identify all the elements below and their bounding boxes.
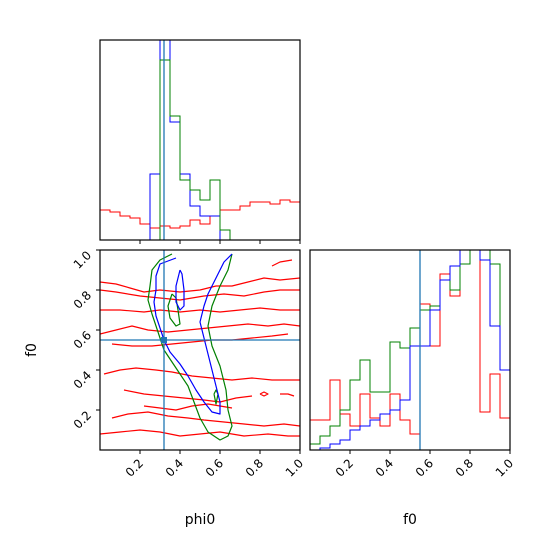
hist-f0-panel: 0.2 0.4 0.6 0.8 1.0 bbox=[309, 249, 516, 480]
contour-red-11 bbox=[280, 393, 295, 397]
hist-phi0-ticks bbox=[139, 240, 301, 244]
x-axis-label-f0: f0 bbox=[403, 512, 417, 528]
contour-red-6 bbox=[123, 389, 253, 403]
contour-red-0 bbox=[100, 277, 300, 293]
contour-red-9 bbox=[100, 429, 300, 437]
hist-f0-step-red bbox=[310, 250, 510, 450]
hist-f0-frame bbox=[309, 249, 511, 451]
hist-phi0-panel bbox=[99, 39, 301, 244]
contour-green-0 bbox=[147, 253, 233, 441]
contour-red-10 bbox=[259, 391, 269, 397]
y-axis-label-f0: f0 bbox=[24, 343, 40, 357]
contour-red-8 bbox=[111, 411, 300, 427]
hist-phi0-frame bbox=[99, 39, 301, 241]
contour-truth-lines bbox=[100, 250, 300, 450]
contour-red-1 bbox=[100, 289, 300, 301]
contour-frame bbox=[99, 249, 301, 451]
contour-red-2 bbox=[100, 307, 300, 313]
contour-blue-0 bbox=[153, 253, 233, 415]
x-axis-label-phi0: phi0 bbox=[185, 512, 216, 528]
truth-marker bbox=[161, 337, 167, 343]
contour-series bbox=[100, 253, 300, 441]
contour-blue-1 bbox=[175, 269, 185, 311]
hist-f0-step-blue bbox=[310, 250, 510, 450]
contour-red-12 bbox=[271, 259, 293, 267]
contour-red-5 bbox=[103, 367, 300, 381]
contour-red-3 bbox=[100, 323, 300, 335]
hist-f0-series bbox=[310, 250, 510, 450]
contour-red-4 bbox=[111, 333, 289, 347]
hist-f0-step-green bbox=[310, 250, 510, 450]
hist-phi0-step-red bbox=[99, 199, 301, 240]
